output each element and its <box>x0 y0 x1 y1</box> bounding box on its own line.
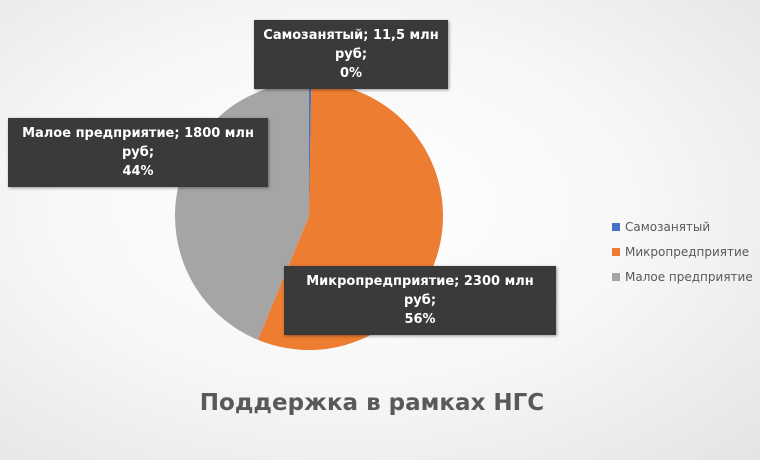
data-label-line: Самозанятый; 11,5 млн руб; <box>263 28 439 62</box>
data-label-line: 44% <box>122 164 154 179</box>
legend-swatch <box>612 272 620 281</box>
data-label-maloe: Малое предприятие; 1800 млн руб; 44% <box>8 118 268 187</box>
pie-slice-0 <box>309 82 312 216</box>
data-label-line: Малое предприятие; 1800 млн руб; <box>22 126 254 160</box>
data-label-line: 0% <box>339 66 363 81</box>
legend-label: Малое предприятие <box>625 269 753 284</box>
legend-item: Микропредприятие <box>612 239 753 264</box>
chart-title: Поддержка в рамках НГС <box>199 390 545 416</box>
legend-swatch <box>612 222 620 231</box>
legend-swatch <box>612 247 620 256</box>
legend-item: Самозанятый <box>612 214 753 239</box>
legend: Самозанятый Микропредприятие Малое предп… <box>612 214 753 289</box>
data-label-samozanyaty: Самозанятый; 11,5 млн руб; 0% <box>254 20 448 89</box>
data-label-line: 56% <box>404 312 436 327</box>
data-label-mikro: Микропредприятие; 2300 млн руб; 56% <box>284 266 556 335</box>
data-label-line: Микропредприятие; 2300 млн руб; <box>306 274 534 308</box>
legend-label: Самозанятый <box>625 219 711 234</box>
legend-item: Малое предприятие <box>612 264 753 289</box>
legend-label: Микропредприятие <box>625 244 750 259</box>
